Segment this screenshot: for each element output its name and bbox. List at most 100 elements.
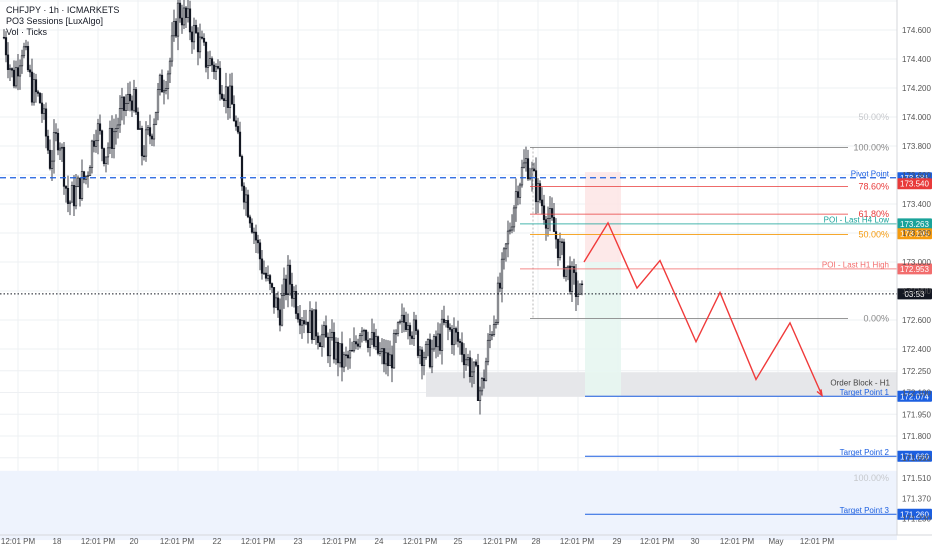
candle [280,284,284,327]
candle-body [366,339,370,348]
candle [378,342,382,357]
candle-body [492,324,496,335]
candle [250,218,254,234]
candle-body [126,93,130,104]
candle-body [320,334,324,347]
candle-body [104,156,108,164]
candle [518,182,522,205]
candle-body [364,329,368,341]
candle [448,323,452,332]
candle [440,309,444,365]
candle [108,120,112,154]
candle [338,343,342,368]
candle [422,351,426,376]
candle [402,307,406,333]
candle-body [392,333,396,369]
candle [122,96,126,125]
candle [164,80,168,95]
current-price-tag-bg [897,288,932,300]
candle [558,232,562,261]
candle-body [322,325,326,336]
candle-body [484,361,488,382]
candle-body [262,272,266,275]
candle-body [114,128,118,133]
candle-body [150,135,154,140]
candle-body [410,335,414,339]
candle-body [418,349,422,356]
candle-body [140,128,144,157]
candle [248,214,252,228]
candle [274,293,278,308]
candle [384,339,388,375]
candle-body [464,359,468,366]
candle [544,215,548,241]
current-price-tag: 03:53 [897,288,932,300]
candle-body [490,334,494,336]
y-tick-label: 173.400 [902,200,931,209]
candle [406,313,410,340]
candle [358,332,362,349]
candle-body [396,322,400,334]
candle [560,238,564,256]
candle-body [542,205,546,220]
x-tick-label: 20 [130,537,139,546]
candle-body [142,155,146,157]
x-tick-label: 12:01 PM [81,537,116,546]
candle-body [416,330,420,356]
candle [428,333,432,369]
y-tick-label: 174.600 [902,26,931,35]
y-tick-label: 174.200 [902,84,931,93]
candle [56,128,60,156]
candle [310,308,314,344]
candle-body [500,258,504,289]
x-tick-label: 12:01 PM [800,537,835,546]
fib-label: 61.80% [858,209,889,219]
candle-body [78,177,82,200]
candle [340,331,344,382]
candle-body [306,321,310,333]
candle [420,346,424,380]
indicator-po3-label[interactable]: PO3 Sessions [LuxAlgo] [6,16,104,26]
candle-body [370,332,374,340]
candle [16,54,20,91]
candle-body [472,361,476,373]
candle-body [22,46,26,57]
candle [270,282,274,294]
symbol-title[interactable]: CHFJPY · 1h · ICMARKETS [6,5,120,15]
candle [26,41,30,73]
candle-body [406,325,410,330]
x-tick-label: 25 [454,537,463,546]
risk-box [585,172,621,262]
candle [78,177,82,207]
candle-body [158,74,162,90]
fib-label: 100.00% [853,142,889,152]
candle [272,287,276,314]
candle-body [128,93,132,102]
candle-body [190,31,194,43]
candle [90,139,94,174]
candle [144,121,148,162]
candle-body [458,341,462,343]
x-tick-label: 12:01 PM [560,537,595,546]
candle [468,350,472,383]
indicator-volume-label[interactable]: Vol · Ticks [6,27,48,37]
candle [176,0,180,51]
candle [472,361,476,385]
candle [388,340,392,367]
candle [20,49,24,74]
candle-body [66,188,70,204]
extra-price-tag-text: 173.540 [900,180,929,189]
candle-body [148,127,152,137]
level-label: Target Point 2 [840,448,890,457]
candle [398,319,402,325]
candle-body [32,79,36,103]
candle [302,310,306,334]
candle-body [48,149,52,169]
y-axis-bg [897,0,932,550]
candle [88,165,92,177]
candle [542,194,546,225]
candle [46,129,50,155]
candle [264,267,268,282]
candle-body [278,309,282,326]
